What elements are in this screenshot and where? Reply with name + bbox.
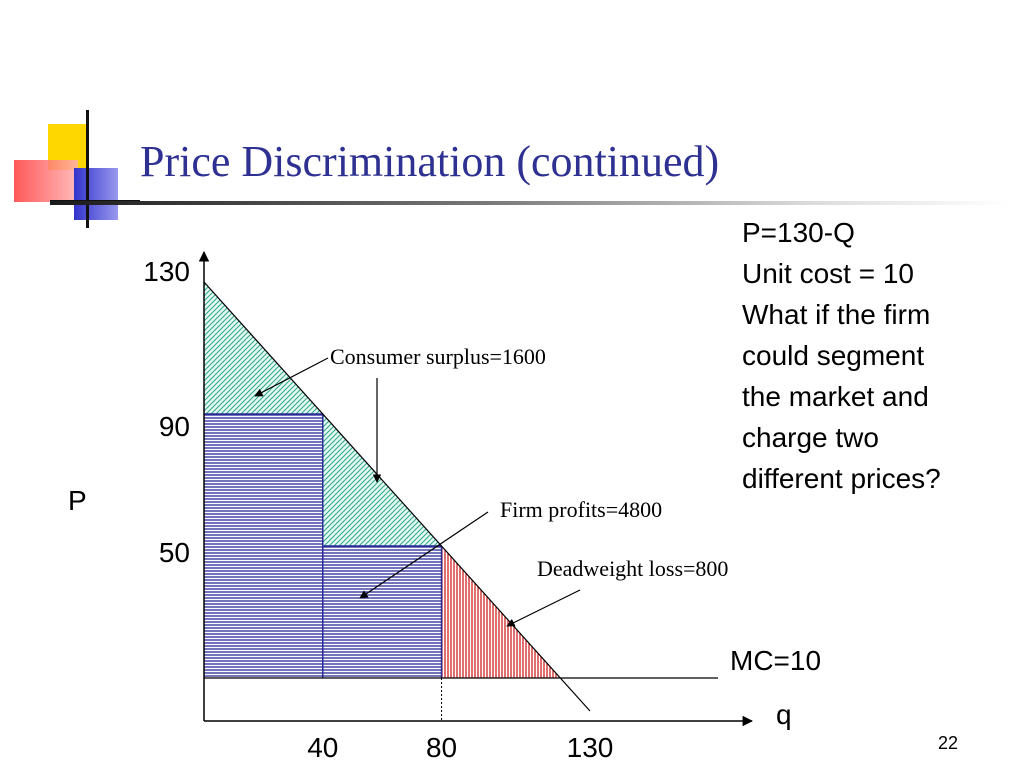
mc-label: MC=10 xyxy=(730,645,821,676)
description-line: What if the firm xyxy=(742,299,931,330)
annotation-label: Consumer surplus=1600 xyxy=(330,344,546,369)
demand-curve xyxy=(203,281,591,712)
slide-title: Price Discrimination (continued) xyxy=(140,137,720,186)
shaded-regions xyxy=(204,282,561,678)
logo-blue-square xyxy=(74,168,118,220)
logo-red-square xyxy=(14,160,78,202)
slide-logo xyxy=(10,108,140,228)
model-description: P=130-Q Unit cost = 10 What if the firm … xyxy=(742,212,1012,499)
firm-profits-region xyxy=(322,546,442,678)
x-tick-label: 80 xyxy=(426,732,457,763)
title-underline xyxy=(50,201,1010,205)
chart-lines xyxy=(198,250,754,727)
y-tick-label: 50 xyxy=(159,537,190,568)
description-line: different prices? xyxy=(742,463,941,494)
description-line: P=130-Q xyxy=(742,217,855,248)
x-tick-label: 40 xyxy=(307,732,338,763)
description-line: the market and xyxy=(742,381,929,412)
annotation-label: Deadweight loss=800 xyxy=(537,556,728,581)
x-axis-label: q xyxy=(776,699,792,730)
description-line: Unit cost = 10 xyxy=(742,258,914,289)
page-number: 22 xyxy=(938,733,959,753)
y-axis-label: P xyxy=(68,485,87,516)
chart-labels: 130 90 50 40 80 130 Pq MC=10 Consumer surplus=16… xyxy=(68,256,821,763)
annotation-arrow xyxy=(254,357,329,397)
x-tick-label: 130 xyxy=(567,732,614,763)
logo-vertical-line xyxy=(86,110,89,228)
annotation-arrow xyxy=(506,589,581,627)
description-line: charge two xyxy=(742,422,879,453)
annotation-arrow xyxy=(359,511,489,599)
y-tick-label: 130 xyxy=(143,256,190,287)
annotation-label: Firm profits=4800 xyxy=(500,497,662,522)
y-tick-label: 90 xyxy=(159,411,190,442)
firm-profits-region xyxy=(204,414,323,678)
description-line: could segment xyxy=(742,340,925,371)
